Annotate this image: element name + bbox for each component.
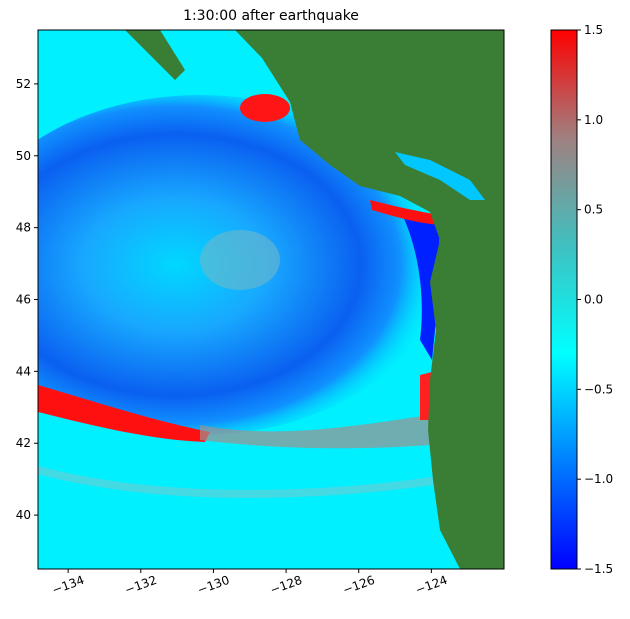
- x-tick-label: −132: [123, 573, 159, 597]
- y-tick-label: 50: [16, 149, 31, 163]
- colorbar-tick-label: −1.5: [584, 562, 613, 576]
- x-tick-label: −130: [196, 573, 232, 597]
- map-field: [38, 30, 504, 569]
- colorbar-tick-label: −0.5: [584, 382, 613, 396]
- y-tick-label: 48: [16, 221, 31, 235]
- y-tick-label: 42: [16, 436, 31, 450]
- colorbar-tick-label: −1.0: [584, 472, 613, 486]
- chart-title: 1:30:00 after earthquake: [183, 8, 359, 24]
- colorbar-tick-label: 0.0: [584, 293, 603, 307]
- colorbar-tick-label: 1.5: [584, 23, 603, 37]
- y-tick-label: 44: [16, 364, 31, 378]
- x-tick-label: −126: [341, 573, 377, 597]
- x-tick-label: −134: [50, 573, 86, 597]
- y-tick-label: 46: [16, 293, 31, 307]
- colorbar-tick-label: 1.0: [584, 113, 603, 127]
- y-tick-label: 52: [16, 77, 31, 91]
- x-tick-label: −128: [268, 573, 304, 597]
- x-tick-label: −124: [413, 573, 449, 597]
- colorbar: [550, 29, 578, 570]
- y-tick-label: 40: [16, 508, 31, 522]
- colorbar-tick-label: 0.5: [584, 203, 603, 217]
